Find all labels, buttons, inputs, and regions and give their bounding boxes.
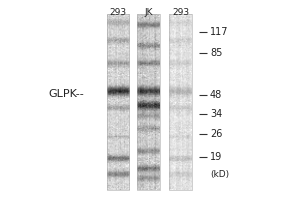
Bar xyxy=(169,14,192,190)
Text: (kD): (kD) xyxy=(210,170,229,179)
Text: JK: JK xyxy=(144,8,153,17)
Text: 117: 117 xyxy=(210,27,229,37)
Text: 26: 26 xyxy=(210,129,222,139)
Text: 19: 19 xyxy=(210,152,222,162)
Bar xyxy=(106,14,129,190)
Text: 293: 293 xyxy=(172,8,189,17)
Text: 85: 85 xyxy=(210,48,222,58)
Text: 34: 34 xyxy=(210,109,222,119)
Text: 293: 293 xyxy=(109,8,126,17)
Text: 48: 48 xyxy=(210,90,222,100)
Bar xyxy=(137,14,160,190)
Text: GLPK--: GLPK-- xyxy=(48,89,84,99)
